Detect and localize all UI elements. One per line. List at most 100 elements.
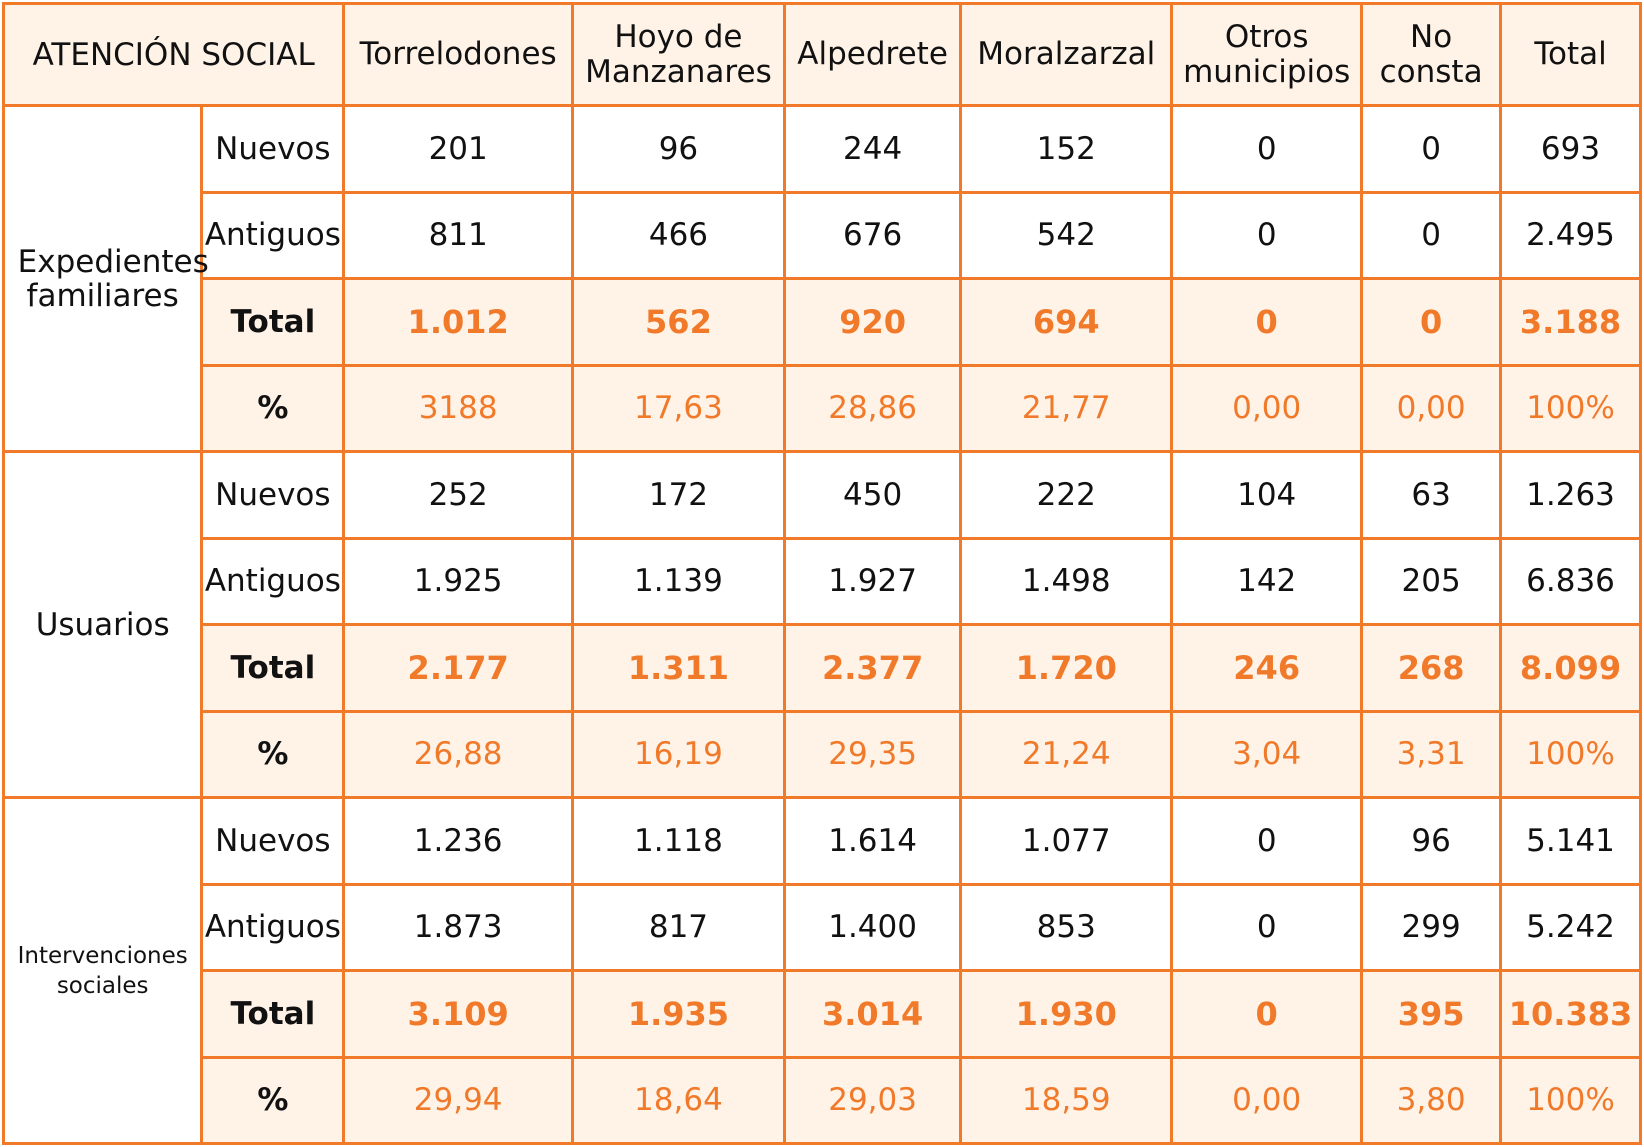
cell-expedientes-familiares-total-no-consta: 0	[1360, 277, 1503, 367]
cell-usuarios-antiguos-alpedrete: 1.927	[782, 536, 963, 626]
column-header-no-consta-text: No consta	[1379, 18, 1483, 90]
cell-intervenciones-sociales-percent-torrelodones: 29,94	[342, 1055, 574, 1145]
group-label-usuarios: Usuarios	[1, 450, 204, 799]
cell-expedientes-familiares-antiguos-otros-municipios: 0	[1170, 190, 1364, 280]
cell-usuarios-total-hoyo-de-manzanares: 1.311	[570, 623, 786, 713]
cell-intervenciones-sociales-nuevos-no-consta: 96	[1360, 796, 1503, 886]
cell-usuarios-antiguos-torrelodones: 1.925	[342, 536, 574, 626]
cell-intervenciones-sociales-total-otros-municipios: 0	[1170, 969, 1364, 1059]
cell-intervenciones-sociales-antiguos-total: 5.242	[1499, 882, 1642, 972]
cell-usuarios-percent-alpedrete: 29,35	[782, 709, 963, 799]
cell-usuarios-total-moralzarzal: 1.720	[959, 623, 1174, 713]
cell-intervenciones-sociales-antiguos-torrelodones: 1.873	[342, 882, 574, 972]
cell-expedientes-familiares-percent-total: 100%	[1499, 363, 1642, 453]
cell-usuarios-percent-moralzarzal: 21,24	[959, 709, 1174, 799]
cell-usuarios-nuevos-torrelodones: 252	[342, 450, 574, 540]
cell-expedientes-familiares-antiguos-moralzarzal: 542	[959, 190, 1174, 280]
cell-intervenciones-sociales-antiguos-otros-municipios: 0	[1170, 882, 1364, 972]
cell-usuarios-percent-no-consta: 3,31	[1360, 709, 1503, 799]
cell-intervenciones-sociales-percent-no-consta: 3,80	[1360, 1055, 1503, 1145]
cell-intervenciones-sociales-total-no-consta: 395	[1360, 969, 1503, 1059]
table-row: Usuarios Nuevos 252 172 450 222 104 63 1.263	[1, 450, 1642, 799]
cell-intervenciones-sociales-nuevos-total: 5.141	[1499, 796, 1642, 886]
table-row: Antiguos 811 466 676 542 0 0 2.495	[4, 190, 1642, 280]
cell-intervenciones-sociales-total-alpedrete: 3.014	[782, 969, 963, 1059]
cell-usuarios-antiguos-hoyo-de-manzanares: 1.139	[570, 536, 786, 626]
column-header-otros-municipios-text: Otros municipios	[1183, 18, 1351, 90]
row-label-percent: %	[200, 363, 346, 453]
row-label-nuevos: Nuevos	[200, 796, 346, 886]
cell-expedientes-familiares-nuevos-no-consta: 0	[1360, 104, 1503, 194]
row-label-antiguos: Antiguos	[200, 536, 346, 626]
cell-expedientes-familiares-antiguos-alpedrete: 676	[782, 190, 963, 280]
cell-intervenciones-sociales-total-torrelodones: 3.109	[342, 969, 574, 1059]
table-row: Antiguos 1.925 1.139 1.927 1.498 142 205 6.836	[4, 536, 1642, 626]
table-body: Expedientes familiares Nuevos 201 96 244 152 0…	[1, 104, 1642, 1145]
cell-usuarios-total-otros-municipios: 246	[1170, 623, 1364, 713]
cell-intervenciones-sociales-percent-moralzarzal: 18,59	[959, 1055, 1174, 1145]
cell-usuarios-total-no-consta: 268	[1360, 623, 1503, 713]
cell-intervenciones-sociales-total-total: 10.383	[1499, 969, 1642, 1059]
cell-intervenciones-sociales-nuevos-alpedrete: 1.614	[782, 796, 963, 886]
cell-intervenciones-sociales-total-moralzarzal: 1.930	[959, 969, 1174, 1059]
table-row: Expedientes familiares Nuevos 201 96 244 152 0…	[1, 104, 1642, 453]
column-header-hoyo-de-manzanares-text: Hoyo de Manzanares	[585, 18, 772, 90]
row-label-antiguos: Antiguos	[200, 882, 346, 972]
cell-usuarios-total-total: 8.099	[1499, 623, 1642, 713]
cell-expedientes-familiares-nuevos-moralzarzal: 152	[959, 104, 1174, 194]
cell-usuarios-antiguos-moralzarzal: 1.498	[959, 536, 1174, 626]
row-label-percent: %	[200, 1055, 346, 1145]
cell-usuarios-nuevos-alpedrete: 450	[782, 450, 963, 540]
cell-expedientes-familiares-nuevos-torrelodones: 201	[342, 104, 574, 194]
table-row: Total 1.012 562 920 694 0 0 3.188	[4, 277, 1642, 367]
column-header-total: Total	[1499, 2, 1642, 107]
row-label-percent: %	[200, 709, 346, 799]
cell-expedientes-familiares-nuevos-total: 693	[1499, 104, 1642, 194]
row-label-nuevos: Nuevos	[200, 450, 346, 540]
table-row: % 26,88 16,19 29,35 21,24 3,04 3,31 100%	[4, 709, 1642, 799]
cell-usuarios-nuevos-total: 1.263	[1499, 450, 1642, 540]
column-header-torrelodones: Torrelodones	[342, 2, 574, 107]
table-row: % 3188 17,63 28,86 21,77 0,00 0,00 100%	[4, 363, 1642, 453]
cell-usuarios-percent-otros-municipios: 3,04	[1170, 709, 1364, 799]
table-row: Total 2.177 1.311 2.377 1.720 246 268 8.099	[4, 623, 1642, 713]
cell-intervenciones-sociales-antiguos-hoyo-de-manzanares: 817	[570, 882, 786, 972]
cell-intervenciones-sociales-antiguos-no-consta: 299	[1360, 882, 1503, 972]
cell-usuarios-antiguos-otros-municipios: 142	[1170, 536, 1364, 626]
cell-expedientes-familiares-total-alpedrete: 920	[782, 277, 963, 367]
cell-intervenciones-sociales-percent-hoyo-de-manzanares: 18,64	[570, 1055, 786, 1145]
row-label-total: Total	[200, 969, 346, 1059]
cell-expedientes-familiares-percent-otros-municipios: 0,00	[1170, 363, 1364, 453]
cell-usuarios-total-torrelodones: 2.177	[342, 623, 574, 713]
cell-usuarios-total-alpedrete: 2.377	[782, 623, 963, 713]
cell-expedientes-familiares-total-otros-municipios: 0	[1170, 277, 1364, 367]
row-label-total: Total	[200, 277, 346, 367]
cell-usuarios-nuevos-no-consta: 63	[1360, 450, 1503, 540]
cell-usuarios-antiguos-total: 6.836	[1499, 536, 1642, 626]
column-header-hoyo-de-manzanares: Hoyo de Manzanares	[570, 2, 786, 107]
cell-expedientes-familiares-total-hoyo-de-manzanares: 562	[570, 277, 786, 367]
cell-expedientes-familiares-antiguos-hoyo-de-manzanares: 466	[570, 190, 786, 280]
cell-intervenciones-sociales-percent-otros-municipios: 0,00	[1170, 1055, 1364, 1145]
group-label-text: Usuarios	[35, 606, 170, 643]
cell-intervenciones-sociales-nuevos-torrelodones: 1.236	[342, 796, 574, 886]
row-label-nuevos: Nuevos	[200, 104, 346, 194]
corner-header: ATENCIÓN SOCIAL	[1, 2, 346, 107]
cell-intervenciones-sociales-percent-total: 100%	[1499, 1055, 1642, 1145]
cell-intervenciones-sociales-percent-alpedrete: 29,03	[782, 1055, 963, 1145]
cell-expedientes-familiares-total-total: 3.188	[1499, 277, 1642, 367]
cell-expedientes-familiares-antiguos-total: 2.495	[1499, 190, 1642, 280]
cell-expedientes-familiares-total-torrelodones: 1.012	[342, 277, 574, 367]
cell-expedientes-familiares-nuevos-hoyo-de-manzanares: 96	[570, 104, 786, 194]
group-label-text: Expedientes familiares	[17, 243, 209, 314]
column-header-otros-municipios: Otros municipios	[1170, 2, 1364, 107]
group-label-expedientes-familiares: Expedientes familiares	[1, 104, 209, 453]
cell-expedientes-familiares-antiguos-torrelodones: 811	[342, 190, 574, 280]
row-label-total: Total	[200, 623, 346, 713]
cell-expedientes-familiares-percent-torrelodones: 3188	[342, 363, 574, 453]
cell-usuarios-percent-hoyo-de-manzanares: 16,19	[570, 709, 786, 799]
cell-expedientes-familiares-nuevos-alpedrete: 244	[782, 104, 963, 194]
cell-intervenciones-sociales-nuevos-hoyo-de-manzanares: 1.118	[570, 796, 786, 886]
table-row: Antiguos 1.873 817 1.400 853 0 299 5.242	[4, 882, 1642, 972]
